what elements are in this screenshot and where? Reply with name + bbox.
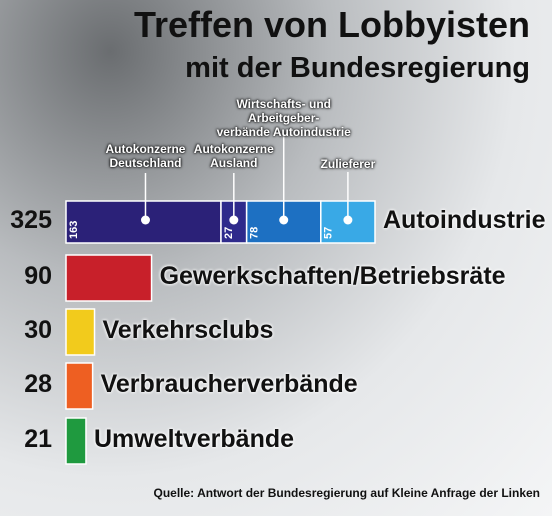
- value-label: 90: [24, 262, 52, 290]
- segment-value: 27: [223, 227, 235, 239]
- bar: [65, 308, 96, 356]
- category-label: Verbraucherverbände: [100, 370, 358, 398]
- chart-subtitle: mit der Bundesregierung: [185, 52, 530, 84]
- bar: [65, 362, 94, 410]
- segment-value: 78: [249, 227, 261, 239]
- value-label: 30: [24, 316, 52, 344]
- chart-title: Treffen von Lobbyisten: [133, 4, 530, 45]
- value-label: 28: [24, 370, 52, 398]
- value-label: 325: [10, 206, 52, 234]
- segment-label: Autokonzerne Deutschland: [105, 142, 186, 170]
- category-label: Autoindustrie: [383, 206, 546, 234]
- segment-label: Wirtschafts- und Arbeitgeber- verbände A…: [216, 97, 351, 139]
- category-label: Umweltverbände: [93, 425, 295, 453]
- bar: [65, 254, 153, 302]
- segment-label: Zulieferer: [320, 157, 376, 171]
- value-label: 21: [24, 425, 52, 453]
- category-label: Gewerkschaften/Betriebsräte: [159, 262, 506, 290]
- source: Quelle: Antwort der Bundesregierung auf …: [153, 486, 541, 500]
- segment-value: 163: [68, 221, 80, 239]
- segment-value: 57: [323, 227, 335, 239]
- category-label: Verkehrsclubs: [102, 316, 274, 344]
- bar: [65, 417, 87, 465]
- segment-label: Autokonzerne Ausland: [193, 142, 274, 170]
